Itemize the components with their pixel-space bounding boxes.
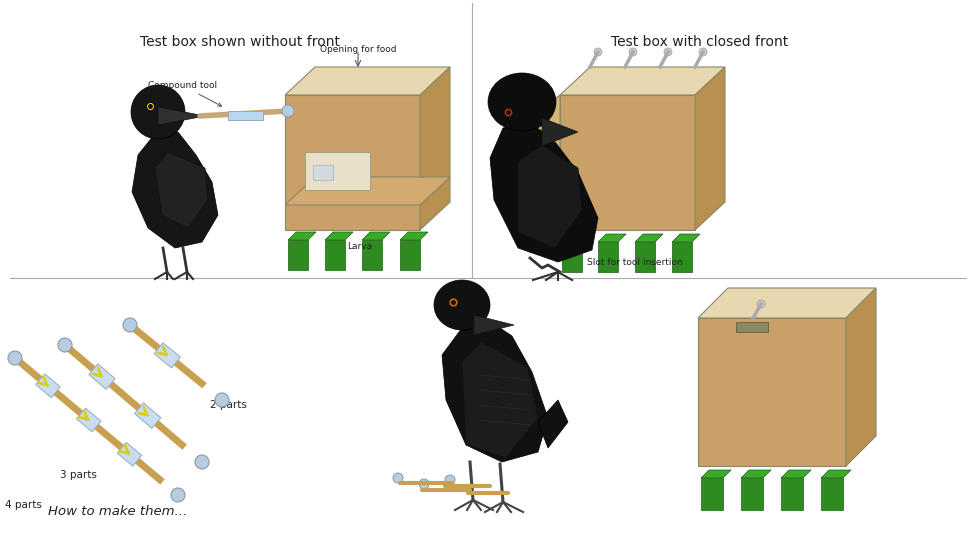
Bar xyxy=(635,242,655,272)
Polygon shape xyxy=(155,152,208,228)
Circle shape xyxy=(445,475,455,485)
Polygon shape xyxy=(490,122,598,262)
Polygon shape xyxy=(442,320,548,462)
Polygon shape xyxy=(781,470,811,478)
Polygon shape xyxy=(462,342,538,458)
Circle shape xyxy=(123,318,137,332)
Bar xyxy=(228,111,263,120)
Text: Test box with closed front: Test box with closed front xyxy=(611,35,789,49)
Bar xyxy=(741,478,763,510)
Ellipse shape xyxy=(434,280,490,330)
Circle shape xyxy=(393,473,403,483)
Polygon shape xyxy=(285,95,420,230)
Bar xyxy=(701,478,723,510)
Circle shape xyxy=(664,48,672,56)
Bar xyxy=(821,478,843,510)
Circle shape xyxy=(8,351,22,365)
Bar xyxy=(362,240,382,270)
Text: Test box shown without front: Test box shown without front xyxy=(140,35,340,49)
Polygon shape xyxy=(158,107,205,125)
Circle shape xyxy=(131,85,185,139)
Polygon shape xyxy=(76,408,101,432)
Polygon shape xyxy=(285,177,450,205)
Circle shape xyxy=(58,338,72,352)
Circle shape xyxy=(699,48,707,56)
Polygon shape xyxy=(518,145,582,248)
Bar xyxy=(400,240,420,270)
Polygon shape xyxy=(698,288,876,318)
Bar xyxy=(598,242,618,272)
Bar xyxy=(532,156,546,163)
Text: Slot for tool insertion: Slot for tool insertion xyxy=(588,258,683,267)
Text: Opening for food: Opening for food xyxy=(320,45,396,54)
Polygon shape xyxy=(400,232,428,240)
Bar xyxy=(305,152,370,190)
Bar xyxy=(288,240,308,270)
Polygon shape xyxy=(154,343,181,368)
Bar xyxy=(672,242,692,272)
Polygon shape xyxy=(560,67,725,95)
Polygon shape xyxy=(562,234,590,242)
Circle shape xyxy=(419,479,429,489)
Polygon shape xyxy=(36,374,61,397)
Circle shape xyxy=(594,48,602,56)
Polygon shape xyxy=(821,470,851,478)
Polygon shape xyxy=(538,400,568,448)
Circle shape xyxy=(215,393,229,407)
Text: 3 parts: 3 parts xyxy=(60,470,97,480)
Polygon shape xyxy=(288,232,316,240)
Text: How to make them...: How to make them... xyxy=(49,505,187,518)
Bar xyxy=(325,240,345,270)
Polygon shape xyxy=(530,95,560,253)
Text: Larva: Larva xyxy=(347,242,373,251)
Circle shape xyxy=(282,105,294,117)
Polygon shape xyxy=(560,95,695,230)
Polygon shape xyxy=(474,315,514,335)
Bar xyxy=(562,242,582,272)
Polygon shape xyxy=(89,364,115,389)
Polygon shape xyxy=(695,67,725,230)
Polygon shape xyxy=(117,442,142,466)
Polygon shape xyxy=(698,318,846,466)
Polygon shape xyxy=(672,234,700,242)
Polygon shape xyxy=(285,67,450,95)
Bar xyxy=(313,165,333,180)
Polygon shape xyxy=(542,118,578,146)
Bar xyxy=(736,322,768,332)
Polygon shape xyxy=(635,234,663,242)
Circle shape xyxy=(195,455,209,469)
Polygon shape xyxy=(701,470,731,478)
Circle shape xyxy=(171,488,185,502)
Bar xyxy=(781,478,803,510)
Polygon shape xyxy=(135,403,161,428)
Circle shape xyxy=(757,300,765,308)
Polygon shape xyxy=(132,130,218,248)
Polygon shape xyxy=(325,232,353,240)
Polygon shape xyxy=(420,67,450,230)
Circle shape xyxy=(629,48,637,56)
Text: 4 parts: 4 parts xyxy=(5,500,42,510)
Polygon shape xyxy=(846,288,876,466)
Text: Compound tool: Compound tool xyxy=(148,81,222,106)
Ellipse shape xyxy=(488,73,556,131)
Polygon shape xyxy=(362,232,390,240)
Polygon shape xyxy=(741,470,771,478)
Text: 2 parts: 2 parts xyxy=(210,400,247,410)
Polygon shape xyxy=(598,234,626,242)
